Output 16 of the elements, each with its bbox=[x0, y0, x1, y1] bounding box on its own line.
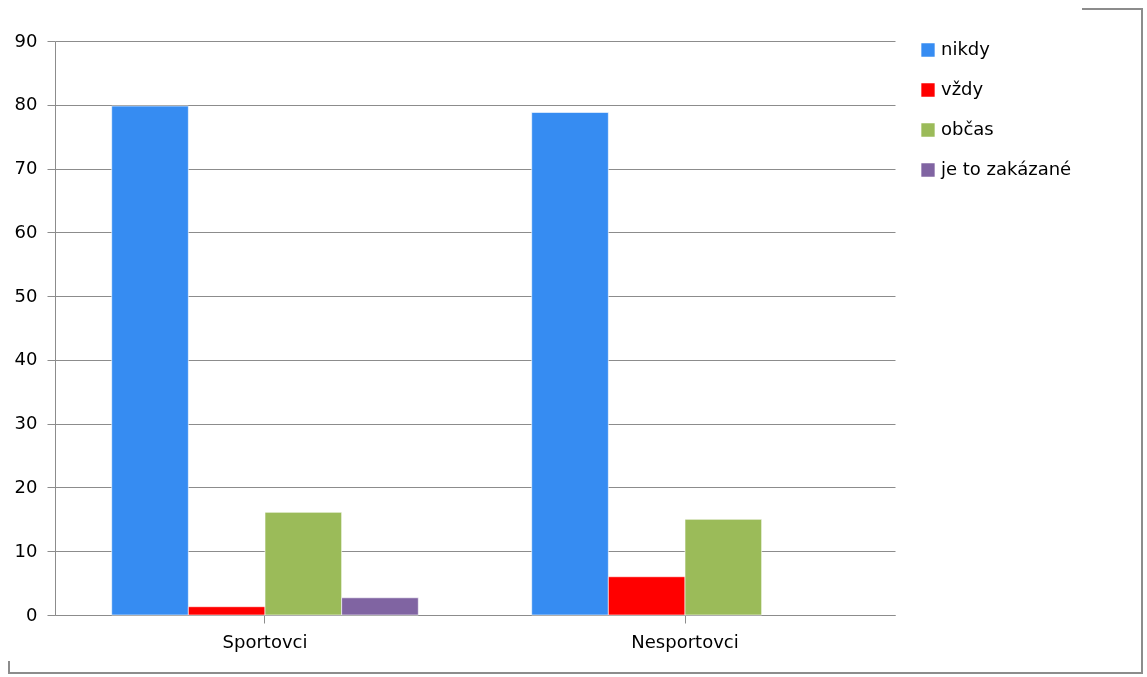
y-tick-label: 60 bbox=[14, 220, 38, 242]
y-tick-label: 20 bbox=[14, 475, 38, 497]
x-tick-label: Sportovci bbox=[222, 630, 308, 652]
y-tick-label: 70 bbox=[14, 157, 38, 179]
legend-label: nikdy bbox=[941, 38, 991, 59]
x-tick-label: Nesportovci bbox=[631, 630, 739, 652]
y-tick-label: 10 bbox=[14, 539, 38, 561]
y-tick-label: 30 bbox=[14, 412, 38, 434]
y-tick-label: 50 bbox=[14, 284, 38, 306]
y-tick-label: 40 bbox=[14, 348, 38, 370]
y-tick-label: 80 bbox=[14, 93, 38, 115]
legend-label: občas bbox=[941, 118, 994, 139]
legend-label: je to zakázané bbox=[940, 158, 1072, 179]
y-tick-label: 0 bbox=[26, 603, 38, 625]
y-tick-label: 90 bbox=[14, 29, 38, 51]
legend-label: vždy bbox=[941, 78, 984, 99]
